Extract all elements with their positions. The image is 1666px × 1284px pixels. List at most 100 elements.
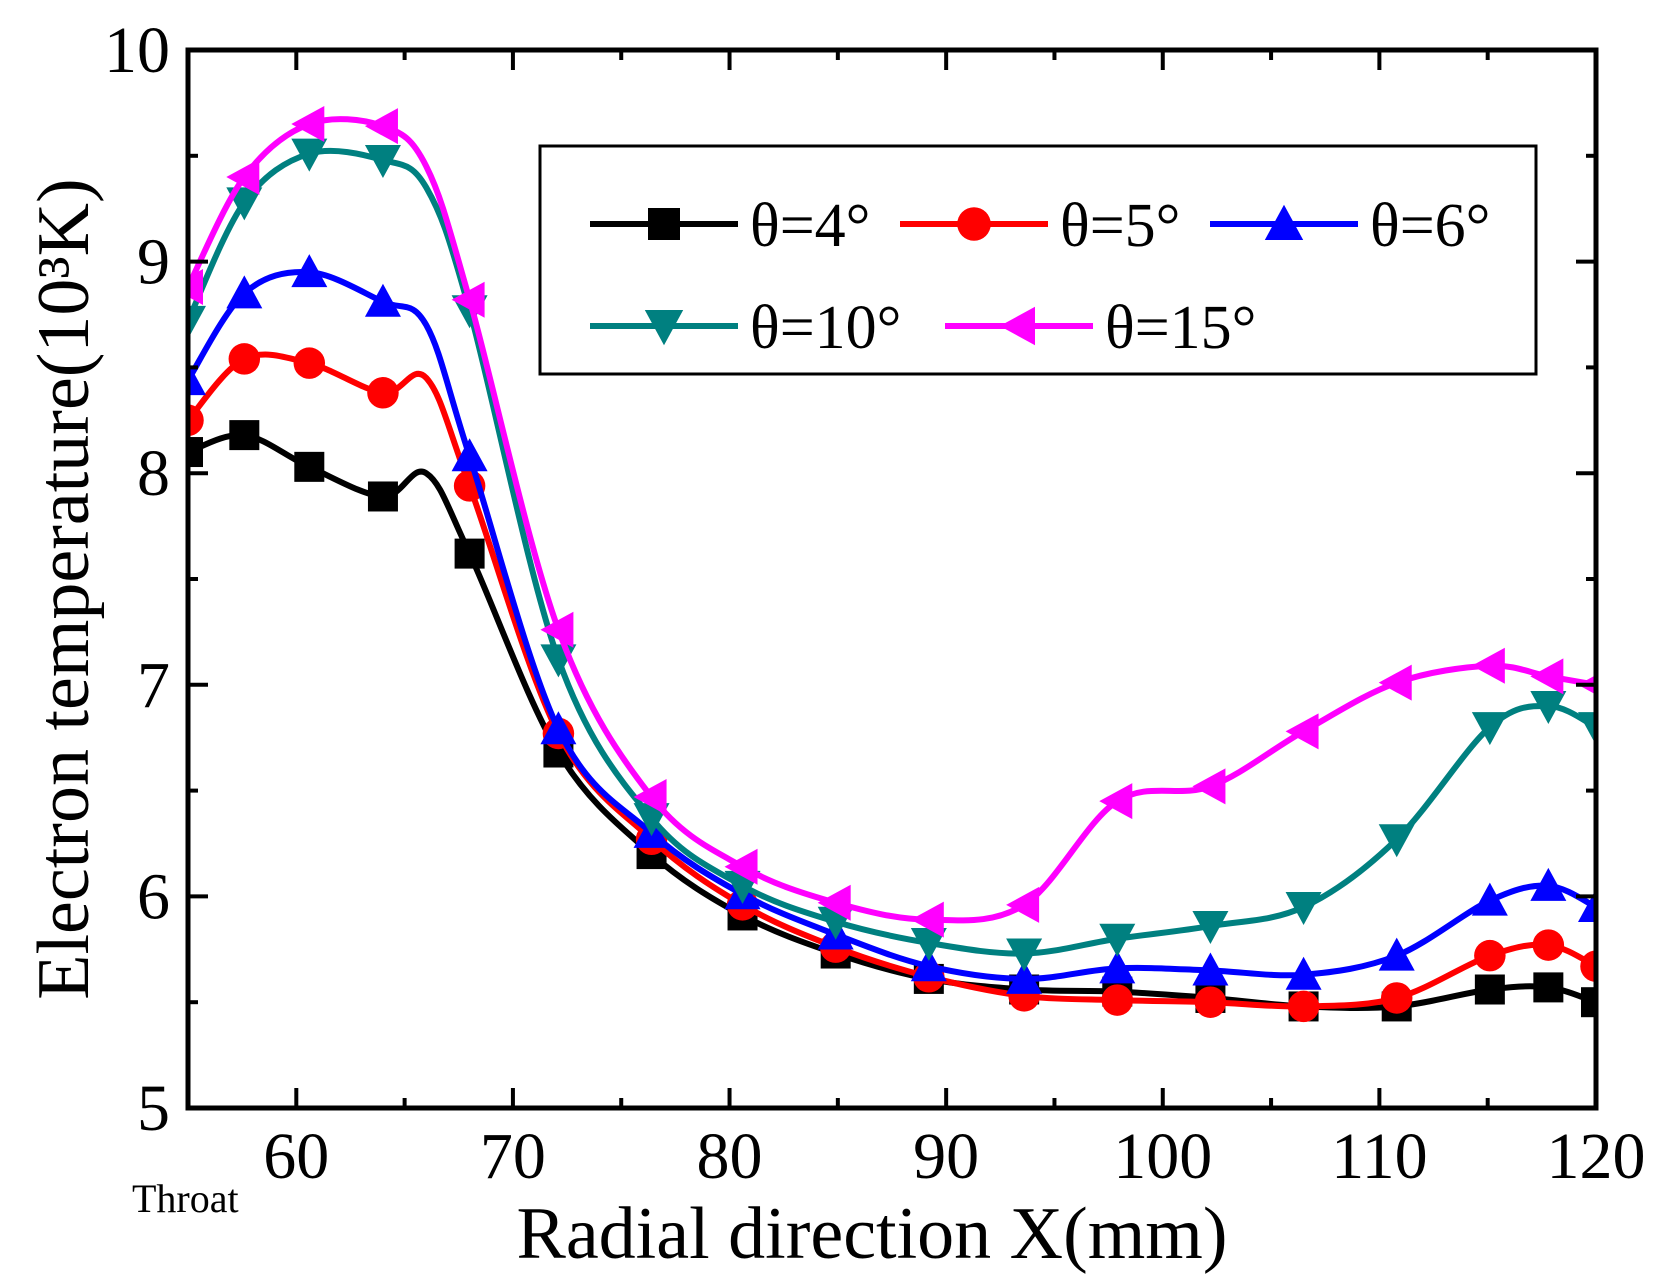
data-point bbox=[188, 404, 204, 437]
legend-entry-1: θ=4° bbox=[590, 192, 870, 260]
data-point bbox=[1285, 713, 1319, 750]
data-point bbox=[1099, 923, 1136, 957]
data-point bbox=[648, 208, 680, 240]
legend-entry-5: θ=15° bbox=[945, 294, 1256, 362]
data-point bbox=[1287, 990, 1320, 1023]
data-point bbox=[364, 283, 401, 317]
legend-label: θ=5° bbox=[1060, 192, 1180, 260]
data-point bbox=[1533, 972, 1564, 1003]
x-tick-label: 90 bbox=[913, 1120, 979, 1193]
data-point bbox=[1285, 956, 1322, 990]
data-point bbox=[229, 420, 260, 451]
data-point bbox=[228, 343, 261, 375]
data-point bbox=[226, 158, 260, 195]
data-point bbox=[1285, 891, 1322, 925]
data-point bbox=[1006, 886, 1040, 923]
x-tick-label: 80 bbox=[697, 1120, 763, 1193]
data-point bbox=[1474, 974, 1505, 1005]
series-1 bbox=[188, 420, 1596, 1022]
x-tick-label: 110 bbox=[1331, 1120, 1428, 1193]
data-point bbox=[1471, 882, 1508, 916]
series-line bbox=[188, 268, 1596, 982]
data-point bbox=[1192, 768, 1226, 805]
data-point bbox=[1101, 984, 1134, 1016]
data-point bbox=[910, 948, 947, 982]
data-point bbox=[910, 901, 944, 938]
data-point bbox=[294, 451, 325, 482]
data-point bbox=[1530, 658, 1564, 695]
data-point bbox=[188, 362, 206, 396]
data-point bbox=[1530, 867, 1567, 901]
data-point bbox=[910, 927, 947, 961]
data-point bbox=[1006, 938, 1043, 972]
legend-label: θ=10° bbox=[750, 294, 901, 362]
data-point bbox=[454, 538, 485, 569]
y-axis-title: Electron temperature(10³K) bbox=[23, 178, 105, 999]
data-point bbox=[633, 778, 667, 815]
x-tick-label: 60 bbox=[263, 1120, 329, 1193]
y-tick-label: 10 bbox=[104, 14, 170, 87]
legend-label: θ=6° bbox=[1370, 192, 1490, 260]
data-point bbox=[367, 377, 399, 409]
data-point bbox=[188, 437, 203, 468]
series-layer bbox=[188, 106, 1596, 1023]
data-point bbox=[293, 347, 326, 379]
data-point bbox=[999, 306, 1035, 346]
data-point bbox=[1471, 712, 1508, 746]
data-point bbox=[1099, 783, 1133, 820]
data-point bbox=[451, 438, 488, 472]
legend-entry-4: θ=10° bbox=[590, 294, 901, 362]
data-point bbox=[540, 711, 577, 745]
data-point bbox=[188, 268, 203, 305]
throat-annotation: Throat bbox=[132, 1176, 239, 1221]
data-point bbox=[1580, 950, 1596, 982]
data-point bbox=[1006, 960, 1043, 994]
data-point bbox=[1192, 952, 1229, 986]
legend-box bbox=[538, 144, 1538, 376]
y-tick-label: 6 bbox=[137, 860, 170, 933]
data-point bbox=[1194, 986, 1227, 1018]
data-point bbox=[1378, 824, 1415, 858]
x-tick-label: 120 bbox=[1547, 1120, 1646, 1193]
data-point bbox=[291, 138, 328, 172]
legend-entry-3: θ=6° bbox=[1210, 192, 1490, 260]
data-point bbox=[1530, 690, 1567, 724]
data-point bbox=[1378, 937, 1415, 971]
data-point bbox=[724, 848, 758, 885]
data-point bbox=[1192, 911, 1229, 945]
data-point bbox=[364, 108, 398, 145]
data-point bbox=[1378, 664, 1412, 701]
x-tick-label: 70 bbox=[480, 1120, 546, 1193]
data-point bbox=[1532, 929, 1565, 961]
data-point bbox=[226, 275, 263, 309]
data-point bbox=[291, 106, 325, 143]
legend-entry-2: θ=5° bbox=[900, 192, 1180, 260]
x-tick-label: 100 bbox=[1113, 1120, 1212, 1193]
data-point bbox=[451, 281, 485, 318]
legend-label: θ=15° bbox=[1105, 294, 1256, 362]
data-point bbox=[1578, 712, 1596, 746]
data-point bbox=[540, 611, 574, 648]
series-5 bbox=[188, 106, 1596, 938]
y-tick-label: 5 bbox=[137, 1072, 170, 1145]
data-point bbox=[291, 254, 328, 288]
data-point bbox=[1380, 982, 1413, 1014]
data-point bbox=[1474, 939, 1506, 972]
data-point bbox=[367, 481, 398, 512]
data-point bbox=[188, 305, 206, 339]
x-axis-title: Radial direction X(mm) bbox=[516, 1193, 1227, 1275]
data-point bbox=[1099, 950, 1136, 984]
data-point bbox=[957, 207, 991, 241]
legend: θ=4° θ=5° θ=6° θ=10° θ=15° bbox=[538, 144, 1538, 376]
data-point bbox=[364, 145, 401, 179]
data-point bbox=[817, 884, 851, 921]
data-point bbox=[644, 310, 684, 346]
series-line bbox=[188, 432, 1596, 1012]
data-point bbox=[1471, 647, 1505, 684]
legend-label: θ=4° bbox=[750, 192, 870, 260]
y-tick-label: 9 bbox=[137, 226, 170, 299]
series-2 bbox=[188, 343, 1596, 1023]
ticks-layer: 60 70 80 90 100 110 120 5 6 7 8 9 10 bbox=[104, 14, 1646, 1193]
y-tick-label: 8 bbox=[137, 437, 170, 510]
